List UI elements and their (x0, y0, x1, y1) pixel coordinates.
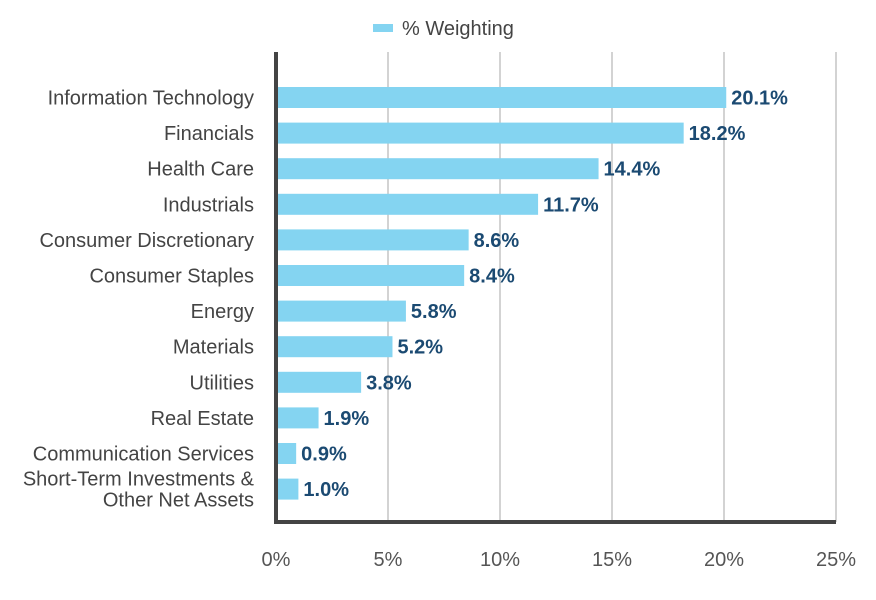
bar-0 (276, 87, 727, 108)
category-label-11-line-0: Short-Term Investments & (23, 469, 255, 491)
x-tick-label-2: 10% (480, 549, 520, 571)
bar-4 (276, 229, 469, 251)
x-tick-label-4: 20% (704, 549, 744, 571)
bar-6 (276, 300, 406, 322)
bar-7 (276, 336, 393, 358)
value-label-1: 18.2% (689, 123, 746, 145)
bar-11 (276, 478, 299, 500)
legend-swatch (373, 24, 393, 32)
value-label-0: 20.1% (731, 88, 788, 110)
bar-10 (276, 443, 297, 464)
x-tick-label-3: 15% (592, 549, 632, 571)
value-labels: 20.1% 18.2% 14.4%11.7% 8.6% 8.4% 5.8% 5.2% 3.8%… (301, 88, 788, 502)
value-label-5: 8.4% (469, 266, 515, 288)
value-label-7: 5.2% (397, 337, 443, 359)
value-label-8: 3.8% (366, 372, 412, 394)
legend: % Weighting (373, 18, 514, 40)
bars (276, 87, 727, 500)
category-labels: Information Technology Financials Health C… (23, 88, 255, 512)
gridlines (387, 52, 837, 522)
category-label-6: Energy (191, 301, 254, 323)
x-tick-label-1: 5% (374, 549, 403, 571)
bar-2 (276, 158, 599, 180)
bar-8 (276, 371, 362, 393)
category-label-9: Real Estate (151, 408, 254, 430)
category-label-0: Information Technology (48, 88, 254, 110)
bar-1 (276, 122, 684, 144)
x-tick-label-0: 0% (262, 549, 291, 571)
value-label-4: 8.6% (474, 230, 520, 252)
bar-3 (276, 193, 539, 215)
category-label-2: Health Care (147, 159, 254, 181)
category-label-5: Consumer Staples (89, 266, 254, 288)
category-label-11: Short-Term Investments & Other Net Assets (23, 469, 255, 512)
value-label-11: 1.0% (303, 479, 349, 501)
x-tick-label-5: 25% (816, 549, 856, 571)
category-label-1: Financials (164, 123, 254, 145)
value-label-9: 1.9% (324, 408, 370, 430)
value-label-6: 5.8% (411, 301, 457, 323)
axes (274, 52, 836, 524)
bar-9 (276, 407, 319, 429)
value-label-3: 11.7% (543, 194, 599, 216)
category-label-11-line-1: Other Net Assets (103, 490, 254, 512)
value-label-2: 14.4% (604, 159, 661, 181)
bar-5 (276, 265, 465, 286)
value-label-10: 0.9% (301, 444, 347, 466)
category-label-10: Communication Services (33, 444, 254, 466)
x-tick-labels: 0% 5% 10% 15% 20% 25% (262, 549, 857, 571)
category-label-3: Industrials (163, 194, 254, 216)
category-label-4: Consumer Discretionary (39, 230, 254, 252)
legend-label: % Weighting (402, 18, 514, 40)
category-label-7: Materials (173, 337, 254, 359)
category-label-8: Utilities (190, 372, 254, 394)
